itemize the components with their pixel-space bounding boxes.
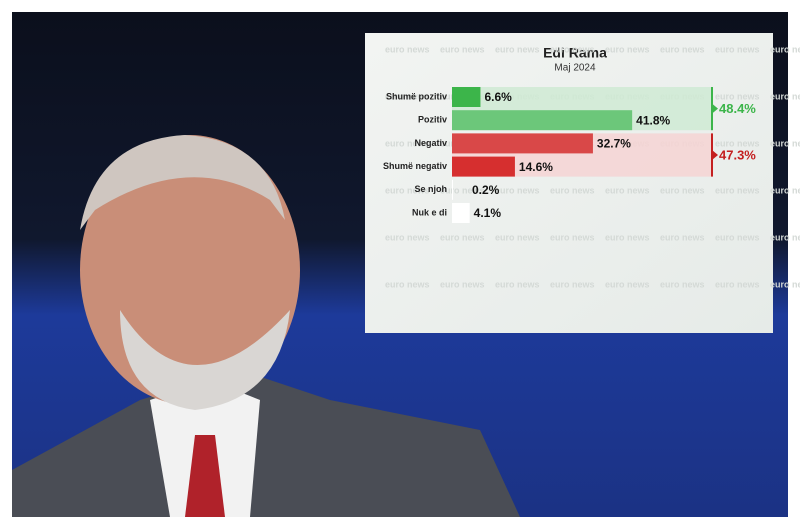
watermark: euro news [385,279,430,289]
watermark: euro news [770,185,800,195]
value-label: 6.6% [484,90,512,104]
bar [452,156,515,177]
watermark: euro news [715,232,760,242]
watermark: euro news [495,279,540,289]
watermark: euro news [770,91,800,101]
watermark: euro news [605,232,650,242]
watermark: euro news [605,44,650,54]
watermark: euro news [770,138,800,148]
watermark: euro news [660,185,705,195]
watermark: euro news [385,232,430,242]
watermark: euro news [770,279,800,289]
watermark: euro news [550,44,595,54]
watermark: euro news [605,185,650,195]
watermark: euro news [715,185,760,195]
group-total: 48.4% [719,101,756,116]
bar [452,87,481,107]
watermark: euro news [550,232,595,242]
watermark: euro news [440,279,485,289]
watermark: euro news [660,44,705,54]
value-label: 4.1% [474,206,502,220]
watermark: euro news [605,279,650,289]
bar [452,203,470,223]
category-label: Negativ [414,138,447,148]
watermark: euro news [770,44,800,54]
watermark: euro news [385,185,430,195]
category-label: Se njoh [414,184,447,194]
watermark: euro news [495,44,540,54]
value-label: 32.7% [597,137,631,151]
watermark: euro news [715,91,760,101]
watermark: euro news [770,232,800,242]
category-label: Shumë pozitiv [386,91,447,101]
watermark: euro news [440,44,485,54]
watermark: euro news [385,44,430,54]
watermark: euro news [715,138,760,148]
bracket-arrow [712,103,718,114]
watermark: euro news [440,185,485,195]
watermark: euro news [715,279,760,289]
chart-panel [365,33,773,333]
value-label: 41.8% [636,113,670,127]
watermark: euro news [385,91,430,101]
watermark: euro news [715,44,760,54]
group-total: 47.3% [719,147,756,162]
watermark: euro news [550,279,595,289]
value-label: 0.2% [472,183,500,197]
watermark: euro news [440,232,485,242]
chart-title: Edi Rama [543,45,607,61]
chart-subtitle: Maj 2024 [554,63,596,74]
watermark: euro news [385,138,430,148]
bar [452,179,453,200]
bar [452,133,593,154]
value-label: 14.6% [519,160,553,174]
category-label: Nuk e di [412,207,447,217]
watermark: euro news [550,185,595,195]
watermark: euro news [495,185,540,195]
category-label: Pozitiv [418,115,447,125]
bracket-arrow [712,150,718,160]
watermark: euro news [660,279,705,289]
category-label: Shumë negativ [383,161,447,171]
bar [452,110,633,131]
watermark: euro news [660,232,705,242]
watermark: euro news [495,232,540,242]
